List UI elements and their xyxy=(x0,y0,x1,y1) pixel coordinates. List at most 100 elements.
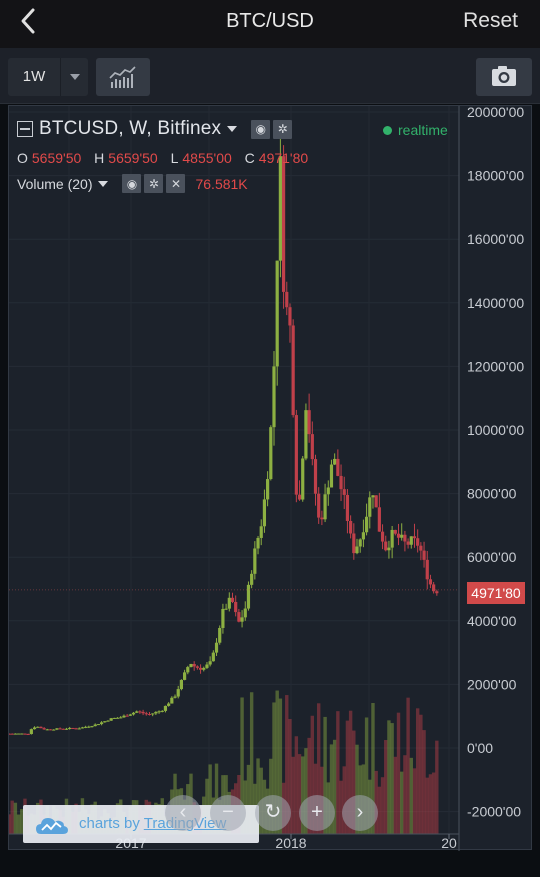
volume-bar xyxy=(342,766,346,834)
volume-bar xyxy=(316,703,321,834)
volume-bar xyxy=(256,758,260,834)
volume-label[interactable]: Volume (20) xyxy=(17,175,93,192)
candle-body xyxy=(317,493,321,518)
y-tick-label: 10000'00 xyxy=(467,422,524,438)
candle-body xyxy=(167,703,171,706)
volume-bar xyxy=(272,702,276,834)
candle-body xyxy=(310,434,314,460)
zoom-in-button[interactable]: + xyxy=(299,795,335,831)
candle-body xyxy=(291,325,295,416)
y-tick-label: 18000'00 xyxy=(467,168,524,184)
candle-body xyxy=(307,410,311,435)
candle-body xyxy=(87,726,91,728)
volume-bar xyxy=(415,708,420,834)
candle-body xyxy=(138,711,142,713)
chart-area[interactable]: 20000'00 18000'00 16000'00 14000'00 12000'00… xyxy=(8,105,533,851)
candle-body xyxy=(208,661,212,665)
candle-body xyxy=(103,721,107,723)
volume-bar xyxy=(249,692,254,834)
candle-body xyxy=(115,717,120,719)
candle-body xyxy=(377,507,381,532)
candle-body xyxy=(349,520,353,534)
zoom-out-button[interactable]: − xyxy=(210,795,246,831)
candle-body xyxy=(135,711,139,713)
branding-text[interactable]: charts by TradingView xyxy=(79,815,226,832)
y-tick-label: 8000'00 xyxy=(467,486,517,502)
volume-bar xyxy=(307,737,311,834)
volume-bar xyxy=(400,771,404,834)
snapshot-button[interactable] xyxy=(476,58,532,96)
collapse-legend-icon[interactable] xyxy=(17,121,33,137)
reset-view-button[interactable]: ↻ xyxy=(255,795,291,831)
candle-body xyxy=(256,537,260,549)
eye-icon[interactable]: ◉ xyxy=(251,119,271,139)
volume-bar xyxy=(297,754,302,834)
interval-button[interactable]: 1W xyxy=(8,58,60,96)
candle-body xyxy=(64,728,69,730)
volume-bar xyxy=(403,755,407,834)
price-chart[interactable]: 20000'00 18000'00 16000'00 14000'00 12000'00… xyxy=(9,106,533,851)
candle-body xyxy=(39,726,43,729)
volume-bar xyxy=(332,739,337,834)
candle-body xyxy=(234,601,238,613)
candle-body xyxy=(266,479,270,500)
candle-body xyxy=(422,550,426,560)
candle-body xyxy=(409,536,413,545)
candle-body xyxy=(157,711,161,713)
candle-body xyxy=(96,724,100,726)
candle-body xyxy=(358,539,362,547)
caret-down-icon[interactable] xyxy=(98,180,109,187)
candle-body xyxy=(128,714,132,716)
candle-body xyxy=(393,529,397,534)
volume-bar xyxy=(246,764,251,834)
candle-body xyxy=(246,584,251,609)
volume-bar xyxy=(329,744,334,834)
close-label: C xyxy=(244,150,255,166)
scroll-right-button[interactable]: › xyxy=(342,795,378,831)
minus-icon: − xyxy=(222,801,234,823)
candle-body xyxy=(243,608,247,618)
interval-dropdown[interactable] xyxy=(60,58,88,96)
candle-body xyxy=(48,729,53,731)
caret-down-icon[interactable] xyxy=(227,126,238,132)
volume-bar xyxy=(409,757,413,834)
candle-body xyxy=(119,717,123,719)
candle-body xyxy=(55,728,59,730)
candle-body xyxy=(275,260,279,367)
candle-body xyxy=(259,526,263,538)
volume-bar xyxy=(428,774,433,834)
eye-icon[interactable]: ◉ xyxy=(122,174,142,193)
candle-body xyxy=(122,715,126,718)
ohlc-row: O 5659'50 H 5659'50 L 4855'00 C 4971'80 xyxy=(17,150,317,166)
symbol-row: BTCUSD, W, Bitfinex ◉ ✲ xyxy=(17,118,293,140)
candle-body xyxy=(435,591,439,594)
candle-body xyxy=(253,548,257,574)
candle-body xyxy=(237,612,241,622)
volume-bar xyxy=(304,748,308,834)
candle-body xyxy=(16,733,21,735)
candle-body xyxy=(99,722,104,725)
chevron-left-icon xyxy=(21,8,35,34)
candle-body xyxy=(154,711,158,714)
volume-bar xyxy=(336,711,340,834)
navigation-bar: BTC/USD Reset xyxy=(0,0,540,48)
close-icon[interactable]: ✕ xyxy=(166,174,186,193)
indicators-button[interactable] xyxy=(96,58,150,96)
reset-button[interactable]: Reset xyxy=(463,9,518,32)
back-button[interactable] xyxy=(14,6,44,36)
candle-body xyxy=(163,705,168,711)
y-tick-label: 14000'00 xyxy=(467,295,524,311)
symbol-title[interactable]: BTCUSD, W, Bitfinex xyxy=(39,118,222,139)
y-tick-label: 4000'00 xyxy=(467,613,517,629)
volume-bar xyxy=(425,777,429,834)
candle-body xyxy=(400,534,404,538)
candle-body xyxy=(384,541,388,551)
gear-icon[interactable]: ✲ xyxy=(273,119,293,139)
volume-bar xyxy=(16,814,21,834)
volume-bar xyxy=(345,720,350,834)
candle-body xyxy=(29,729,33,735)
gear-icon[interactable]: ✲ xyxy=(144,174,164,193)
candle-body xyxy=(432,584,436,592)
candle-body xyxy=(323,494,327,520)
scroll-left-button[interactable]: ‹ xyxy=(165,795,201,831)
